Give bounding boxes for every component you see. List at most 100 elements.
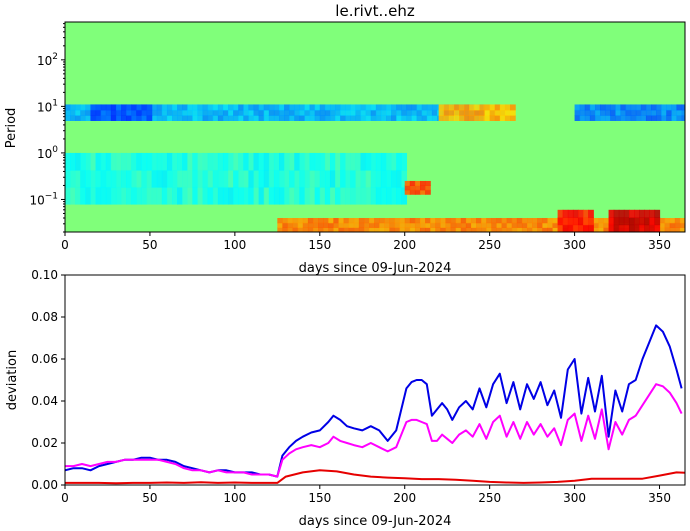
- heatmap-cell: [146, 109, 153, 116]
- heatmap-cell: [386, 115, 392, 121]
- heatmap-cell: [284, 115, 290, 121]
- heatmap-cell: [666, 104, 673, 111]
- heatmap-cell: [314, 104, 321, 111]
- bottom-y-tick-label: 0.04: [31, 394, 58, 408]
- heatmap-cell: [273, 104, 280, 111]
- heatmap-cell: [279, 152, 285, 171]
- heatmap-cell: [222, 169, 229, 188]
- heatmap-cell: [486, 222, 492, 228]
- top-y-tick-label: 101: [37, 98, 58, 114]
- heatmap-cell: [273, 115, 280, 121]
- heatmap-cell: [628, 217, 635, 226]
- heatmap-cell: [605, 109, 611, 116]
- heatmap-cell: [583, 217, 589, 226]
- heatmap-cell: [212, 109, 219, 116]
- bottom-x-tick-label: 250: [478, 491, 501, 505]
- heatmap-cell: [623, 224, 630, 232]
- heatmap-cell: [126, 152, 132, 171]
- heatmap-cell: [248, 109, 255, 116]
- heatmap-cell: [527, 217, 533, 224]
- heatmap-cell: [448, 104, 455, 111]
- heatmap-cell: [329, 152, 336, 171]
- heatmap-cell: [623, 209, 630, 218]
- heatmap-cell: [406, 115, 413, 121]
- heatmap-cell: [603, 217, 610, 224]
- heatmap-cell: [574, 115, 581, 121]
- heatmap-cell: [333, 222, 340, 228]
- heatmap-cell: [151, 186, 158, 205]
- heatmap-cell: [420, 180, 426, 186]
- heatmap-cell: [277, 227, 284, 232]
- heatmap-cell: [605, 115, 611, 121]
- heatmap-cell: [299, 115, 306, 121]
- heatmap-cell: [335, 104, 341, 111]
- heatmap-cell: [182, 169, 188, 188]
- heatmap-cell: [491, 217, 498, 224]
- heatmap-cell: [375, 169, 382, 188]
- heatmap-cell: [370, 115, 377, 121]
- heatmap-cell: [110, 169, 117, 188]
- heatmap-cell: [656, 104, 662, 111]
- heatmap-cell: [584, 109, 591, 116]
- heatmap-cell: [279, 169, 285, 188]
- heatmap-cell: [136, 104, 143, 111]
- heatmap-cell: [304, 152, 311, 171]
- heatmap-cell: [557, 217, 564, 226]
- heatmap-cell: [380, 186, 387, 205]
- heatmap-cell: [110, 109, 117, 116]
- heatmap-cell: [421, 104, 428, 111]
- heatmap-cell: [460, 217, 467, 224]
- heatmap-cell: [625, 115, 632, 121]
- heatmap-cell: [511, 217, 518, 224]
- heatmap-cell: [625, 109, 632, 116]
- heatmap-cell: [430, 222, 436, 228]
- heatmap-cell: [314, 152, 321, 171]
- heatmap-cell: [105, 104, 112, 111]
- heatmap-cell: [202, 169, 209, 188]
- heatmap-cell: [613, 209, 620, 218]
- heatmap-cell: [425, 222, 431, 228]
- heatmap-cell: [90, 186, 97, 205]
- heatmap-cell: [182, 109, 188, 116]
- heatmap-cell: [253, 115, 260, 121]
- heatmap-cell: [516, 217, 523, 224]
- heatmap-cell: [562, 224, 569, 232]
- heatmap-cell: [420, 217, 426, 224]
- heatmap-cell: [640, 115, 647, 121]
- heatmap-cell: [593, 222, 599, 228]
- heatmap-cell: [464, 115, 470, 121]
- heatmap-cell: [146, 186, 153, 205]
- bottom-y-tick-label: 0.06: [31, 352, 58, 366]
- heatmap-cell: [299, 186, 306, 205]
- heatmap-cell: [166, 109, 173, 116]
- heatmap-cell: [421, 115, 428, 121]
- heatmap-cell: [182, 104, 188, 111]
- heatmap-cell: [222, 152, 229, 171]
- heatmap-cell: [669, 222, 676, 228]
- bottom-y-tick-label: 0.08: [31, 310, 58, 324]
- heatmap-cell: [353, 222, 360, 228]
- heatmap-cell: [302, 217, 309, 224]
- heatmap-cell: [552, 217, 559, 224]
- heatmap-cell: [605, 104, 611, 111]
- heatmap-cell: [414, 217, 421, 224]
- heatmap-cell: [348, 222, 355, 228]
- heatmap-cell: [661, 109, 667, 116]
- heatmap-cell: [287, 227, 294, 232]
- heatmap-cell: [542, 227, 549, 232]
- heatmap-cell: [121, 115, 127, 121]
- heatmap-cell: [396, 109, 402, 116]
- heatmap-cell: [80, 104, 86, 111]
- heatmap-cell: [105, 186, 112, 205]
- heatmap-cell: [105, 115, 112, 121]
- heatmap-cell: [228, 104, 234, 111]
- heatmap-cell: [481, 222, 487, 228]
- heatmap-cell: [323, 217, 329, 224]
- heatmap-cell: [292, 217, 299, 224]
- heatmap-cell: [375, 109, 382, 116]
- heatmap-cell: [360, 109, 367, 116]
- heatmap-cell: [192, 186, 199, 205]
- heatmap-cell: [425, 227, 431, 232]
- heatmap-cell: [238, 186, 244, 205]
- heatmap-cell: [350, 186, 357, 205]
